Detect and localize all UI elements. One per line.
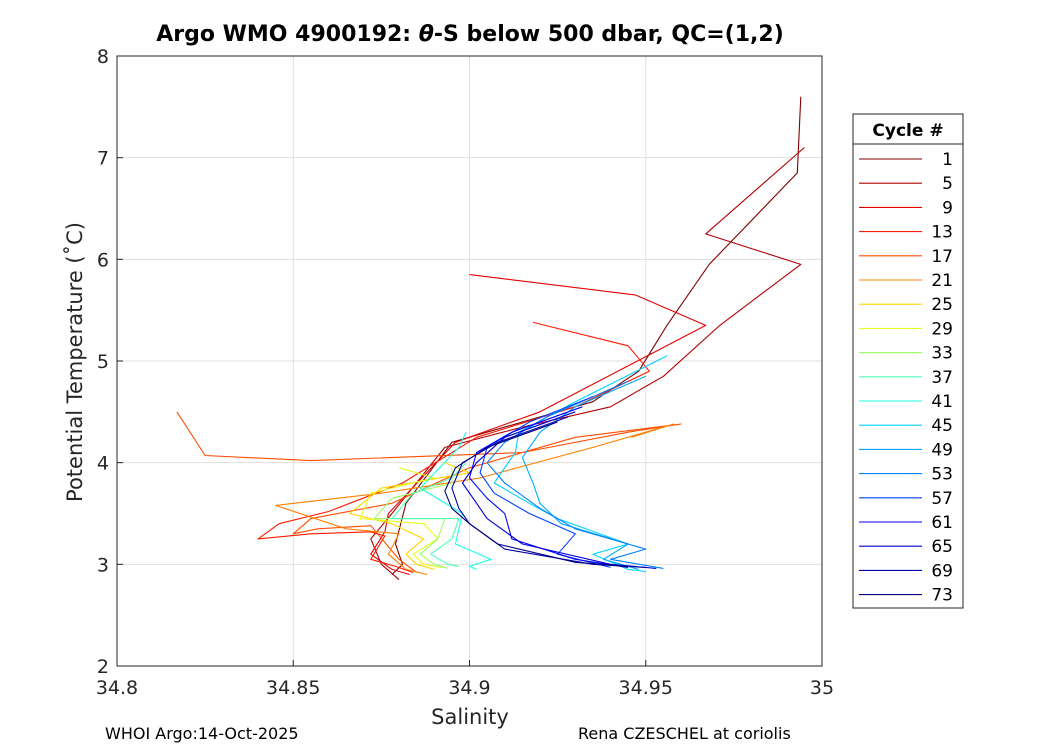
legend: Cycle # 1 5 9 13 17 21 25 29 33 37 41 45 49 53 57 61 65 6… (852, 113, 964, 609)
legend-label: 69 (931, 561, 953, 581)
chart-title: Argo WMO 4900192: θ-S below 500 dbar, QC… (0, 22, 940, 47)
series-line-cycle-69 (451, 416, 646, 568)
legend-label: 25 (931, 295, 953, 315)
legend-box (852, 113, 964, 609)
legend-label: 57 (931, 489, 953, 509)
legend-label: 13 (931, 223, 953, 243)
axis-ticks: 34.8 34.85 34.9 34.95 35 2 3 4 5 6 7 8 (96, 46, 834, 699)
legend-label: 65 (931, 537, 953, 557)
x-tick-label: 34.8 (96, 677, 138, 699)
legend-label: 49 (931, 440, 953, 460)
legend-label: 29 (931, 319, 953, 339)
series-line-cycle-29 (359, 467, 442, 568)
legend-title: Cycle # (872, 121, 943, 141)
footer-date: WHOI Argo:14-Oct-2025 (105, 724, 299, 743)
legend-label: 17 (931, 247, 953, 267)
legend-label: 21 (931, 271, 953, 291)
legend-label: 9 (942, 198, 953, 218)
y-tick-label: 7 (97, 148, 109, 170)
y-tick-label: 8 (97, 46, 109, 68)
y-tick-label: 6 (97, 249, 109, 271)
legend-label: 45 (931, 416, 953, 436)
legend-label: 1 (942, 150, 953, 170)
x-tick-label: 34.95 (619, 677, 673, 699)
series-line-cycle-25 (349, 462, 471, 570)
series-line-cycle-9 (370, 274, 707, 576)
x-axis-label: Salinity (431, 705, 509, 729)
series-line-cycle-73 (444, 421, 629, 567)
chart-title-theta: θ (418, 22, 434, 47)
grid-lines (116, 55, 823, 667)
chart-title-prefix: Argo WMO 4900192: (156, 22, 419, 47)
legend-items: 1 5 9 13 17 21 25 29 33 37 41 45 49 53 57 61 65 69 73 (859, 150, 953, 606)
legend-label: 33 (931, 344, 953, 364)
series-lines (176, 96, 805, 581)
legend-label: 73 (931, 586, 953, 606)
legend-label: 61 (931, 513, 953, 533)
series-line-cycle-49 (521, 375, 647, 570)
y-tick-label: 4 (97, 453, 109, 475)
legend-label: 37 (931, 368, 953, 388)
series-line-cycle-41 (419, 431, 492, 570)
series-line-cycle-17 (176, 411, 682, 573)
series-line-cycle-5 (370, 147, 805, 581)
legend-label: 41 (931, 392, 953, 412)
series-line-cycle-1 (391, 96, 802, 575)
legend-label: 53 (931, 465, 953, 485)
series-line-cycle-21 (275, 423, 675, 576)
x-tick-label: 35 (810, 677, 834, 699)
series-line-cycle-61 (468, 406, 629, 568)
chart-title-suffix: -S below 500 dbar, QC=(1,2) (433, 22, 784, 47)
x-tick-label: 34.9 (448, 677, 490, 699)
x-tick-label: 34.85 (266, 677, 320, 699)
legend-label: 5 (942, 174, 953, 194)
footer-credit: Rena CZESCHEL at coriolis (578, 724, 791, 743)
y-axis-label: Potential Temperature (˚C) (63, 222, 87, 502)
series-line-cycle-45 (493, 355, 668, 573)
y-tick-label: 2 (97, 656, 109, 678)
series-line-cycle-65 (461, 411, 657, 569)
y-tick-label: 3 (97, 554, 109, 576)
series-line-cycle-37 (391, 462, 467, 567)
y-tick-label: 5 (97, 351, 109, 373)
